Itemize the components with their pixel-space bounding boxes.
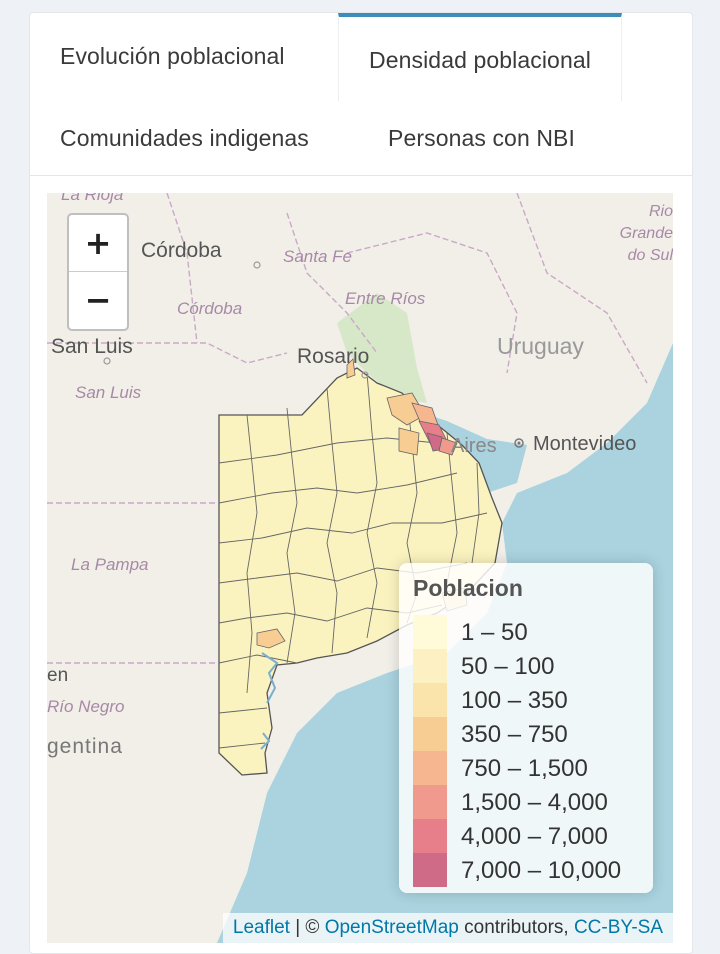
zoom-control: + − — [67, 213, 129, 331]
legend-item: 7,000 – 10,000 — [413, 853, 643, 887]
legend-item: 350 – 750 — [413, 717, 643, 751]
label-rio-negro: Río Negro — [47, 697, 125, 716]
tab-personas-con-nbi[interactable]: Personas con NBI — [388, 125, 575, 151]
license-link[interactable]: CC-BY-SA — [573, 917, 663, 938]
legend-item: 750 – 1,500 — [413, 751, 643, 785]
label-la-pampa: La Pampa — [71, 555, 149, 574]
tab-comunidades-indigenas[interactable]: Comunidades indigenas — [60, 125, 309, 151]
label-rio-grande-do-sul: Rio Grande do Sul — [619, 203, 673, 264]
leaflet-map[interactable]: La Rioja Córdoba Córdoba Santa Fe Entre … — [47, 193, 673, 943]
label-argentina: gentina — [47, 735, 123, 758]
map-legend: Poblacion 1 – 50 50 – 100 100 – 350 350 … — [399, 563, 653, 893]
legend-swatch — [413, 717, 447, 751]
attribution-contributors: contributors, — [458, 917, 574, 938]
label-la-rioja: La Rioja — [61, 193, 124, 204]
legend-item: 1 – 50 — [413, 615, 643, 649]
legend-label: 1,500 – 4,000 — [461, 789, 608, 816]
legend-label: 350 – 750 — [461, 721, 568, 748]
montevideo-dot — [514, 438, 524, 448]
legend-label: 1 – 50 — [461, 619, 528, 646]
legend-swatch — [413, 819, 447, 853]
tab-evolucion-poblacional[interactable]: Evolución poblacional — [60, 43, 285, 69]
legend-item: 50 – 100 — [413, 649, 643, 683]
label-entre-rios: Entre Ríos — [345, 289, 426, 308]
legend-swatch — [413, 853, 447, 887]
legend-swatch — [413, 615, 447, 649]
dense-area-5 — [438, 437, 458, 456]
map-basemap — [47, 193, 673, 943]
attribution-separator: | © — [289, 917, 325, 938]
label-san-luis-province: San Luis — [75, 383, 142, 402]
dense-area-7 — [346, 358, 356, 379]
tab-bar: Evolución poblacional Densidad poblacion… — [30, 13, 692, 176]
legend-label: 50 – 100 — [461, 653, 555, 680]
label-rosario: Rosario — [297, 345, 370, 368]
legend-swatch — [413, 751, 447, 785]
label-neuquen: en — [47, 665, 69, 686]
label-santa-fe: Santa Fe — [283, 247, 352, 266]
legend-title: Poblacion — [413, 575, 523, 601]
openstreetmap-link[interactable]: OpenStreetMap — [324, 917, 459, 938]
map-attribution: Leaflet | © OpenStreetMap contributors, … — [222, 913, 673, 943]
legend-item: 1,500 – 4,000 — [413, 785, 643, 819]
label-cordoba-province: Córdoba — [177, 299, 243, 318]
legend-item: 100 – 350 — [413, 683, 643, 717]
legend-swatch — [413, 683, 447, 717]
legend-swatch — [413, 649, 447, 683]
label-montevideo: Montevideo — [533, 433, 637, 455]
legend-label: 100 – 350 — [461, 687, 568, 714]
legend-item: 4,000 – 7,000 — [413, 819, 643, 853]
leaflet-link[interactable]: Leaflet — [232, 917, 290, 938]
label-cordoba-city: Córdoba — [141, 239, 222, 262]
dense-area-1 — [386, 392, 426, 426]
legend-label: 7,000 – 10,000 — [461, 857, 622, 884]
label-buenos-aires: Aires — [451, 435, 497, 457]
legend-swatch — [413, 785, 447, 819]
dense-area-6 — [398, 427, 420, 456]
label-uruguay: Uruguay — [497, 333, 584, 359]
tab-densidad-poblacional[interactable]: Densidad poblacional — [338, 13, 622, 101]
dense-area-bahia — [256, 628, 286, 649]
legend-label: 4,000 – 7,000 — [461, 823, 608, 850]
legend-label: 750 – 1,500 — [461, 755, 588, 782]
label-san-luis-city: San Luis — [51, 335, 133, 358]
zoom-out-button[interactable]: − — [84, 281, 112, 319]
parana-delta — [337, 293, 427, 403]
zoom-in-button[interactable]: + — [69, 215, 127, 272]
